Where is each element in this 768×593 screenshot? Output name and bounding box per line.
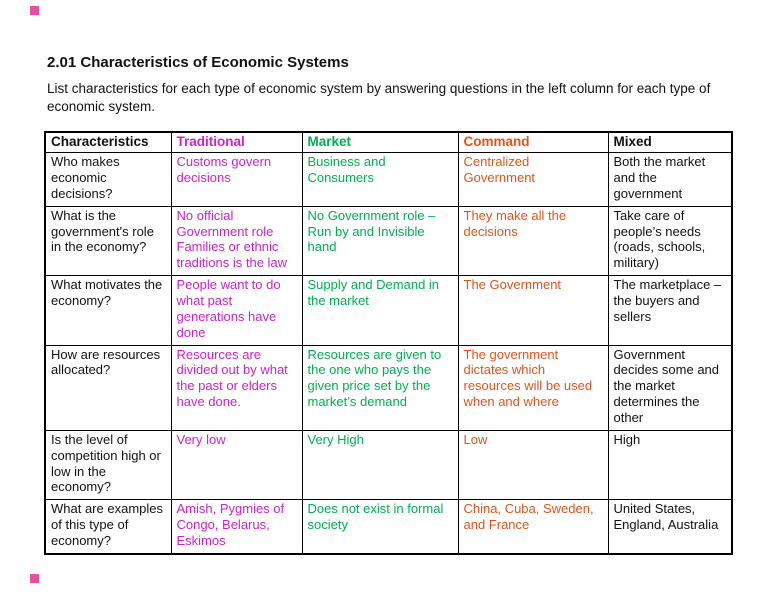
column-header-market: Market	[301, 131, 459, 154]
column-header-characteristics: Characteristics	[44, 131, 172, 154]
answer-cell-command: They make all the decisions	[457, 205, 609, 277]
column-header-mixed: Mixed	[607, 131, 733, 154]
answer-cell-mixed: United States, England, Australia	[607, 499, 733, 555]
answer-cell-market: Very High	[301, 429, 459, 501]
answer-cell-traditional: People want to do what past generations …	[170, 275, 303, 346]
answer-cell-command: The Government	[457, 275, 609, 346]
answer-cell-traditional: Resources are divided out by what the pa…	[170, 344, 303, 431]
table-row: What motivates the economy? People want …	[44, 275, 733, 346]
answer-cell-market: Supply and Demand in the market	[301, 275, 459, 346]
header-row: Characteristics Traditional Market Comma…	[44, 131, 733, 154]
answer-cell-traditional: Amish, Pygmies of Congo, Belarus, Eskimo…	[170, 499, 303, 555]
answer-cell-mixed: Government decides some and the market d…	[607, 344, 733, 431]
question-cell: What are examples of this type of econom…	[44, 499, 172, 555]
question-cell: Who makes economic decisions?	[44, 152, 172, 207]
answer-cell-traditional: No official Government role Families or …	[170, 205, 303, 277]
page-title: 2.01 Characteristics of Economic Systems	[47, 54, 349, 71]
answer-cell-mixed: Take care of people’s needs (roads, scho…	[607, 205, 733, 277]
page-marker-top	[30, 6, 39, 15]
document-page: 2.01 Characteristics of Economic Systems…	[44, 54, 733, 555]
answer-cell-traditional: Very low	[170, 429, 303, 501]
answer-cell-market: Business and Consumers	[301, 152, 459, 207]
table-row: How are resources allocated? Resources a…	[44, 344, 733, 431]
economic-systems-table: Characteristics Traditional Market Comma…	[44, 130, 733, 555]
page-marker-bottom	[30, 574, 39, 583]
column-header-command: Command	[457, 131, 609, 154]
question-cell: Is the level of competition high or low …	[44, 429, 172, 501]
answer-cell-command: China, Cuba, Sweden, and France	[457, 499, 609, 555]
table-row: Is the level of competition high or low …	[44, 429, 733, 501]
answer-cell-command: Low	[457, 429, 609, 501]
answer-cell-market: No Government role – Run by and Invisibl…	[301, 205, 459, 277]
answer-cell-market: Resources are given to the one who pays …	[301, 344, 459, 431]
question-cell: How are resources allocated?	[44, 344, 172, 431]
question-cell: What motivates the economy?	[44, 275, 172, 346]
table-row: What is the government's role in the eco…	[44, 205, 733, 277]
page-subtitle: List characteristics for each type of ec…	[47, 81, 711, 114]
answer-cell-market: Does not exist in formal society	[301, 499, 459, 555]
answer-cell-mixed: High	[607, 429, 733, 501]
answer-cell-mixed: The marketplace – the buyers and sellers	[607, 275, 733, 346]
answer-cell-command: The government dictates which resources …	[457, 344, 609, 431]
table-row: What are examples of this type of econom…	[44, 499, 733, 555]
column-header-traditional: Traditional	[170, 131, 303, 154]
question-cell: What is the government's role in the eco…	[44, 205, 172, 277]
answer-cell-traditional: Customs govern decisions	[170, 152, 303, 207]
table-row: Who makes economic decisions? Customs go…	[44, 152, 733, 207]
answer-cell-command: Centralized Government	[457, 152, 609, 207]
answer-cell-mixed: Both the market and the government	[607, 152, 733, 207]
